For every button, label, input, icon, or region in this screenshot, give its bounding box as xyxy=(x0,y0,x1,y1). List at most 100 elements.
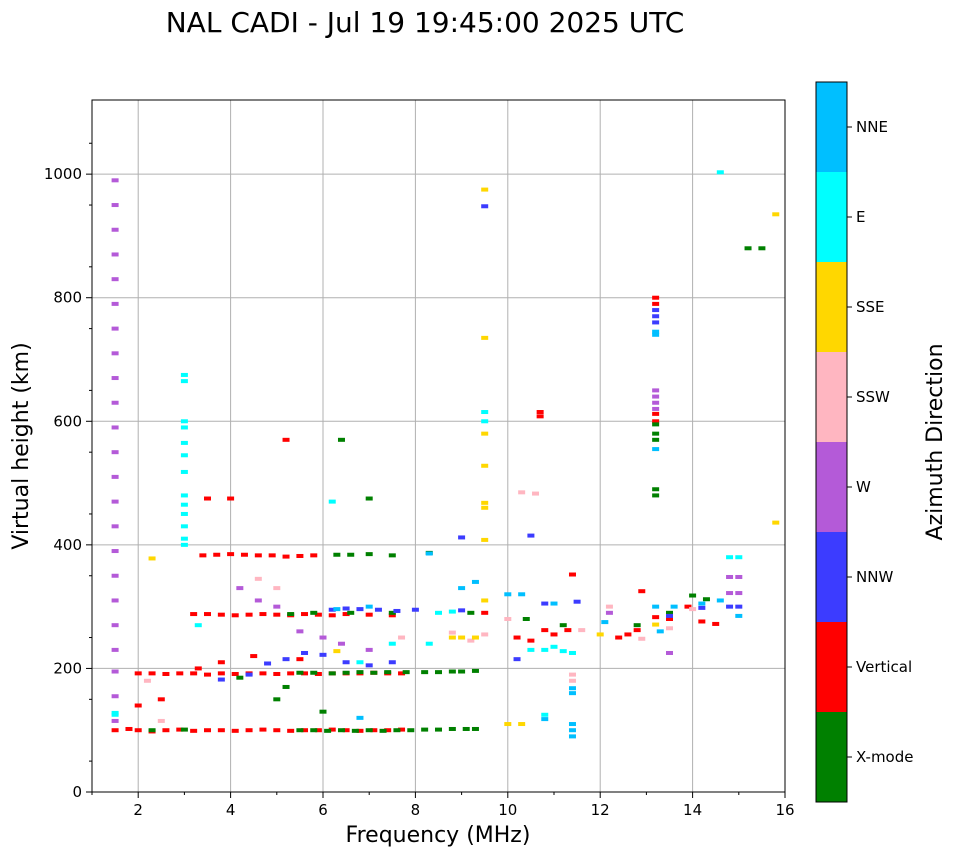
colorbar-segment xyxy=(816,622,847,712)
echo-point xyxy=(111,623,119,628)
echo-point xyxy=(157,697,165,702)
echo-point xyxy=(111,474,119,479)
echo-point xyxy=(481,632,489,637)
echo-point xyxy=(402,670,410,675)
echo-point xyxy=(652,604,660,609)
echo-point xyxy=(319,635,327,640)
echo-point xyxy=(411,607,419,612)
echo-point xyxy=(273,612,281,617)
echo-point xyxy=(652,406,660,411)
colorbar-label: X-mode xyxy=(856,748,913,766)
echo-point xyxy=(518,490,526,495)
echo-point xyxy=(374,607,382,612)
series-e xyxy=(111,170,743,717)
echo-point xyxy=(578,628,586,633)
echo-point xyxy=(384,728,392,733)
echo-point xyxy=(111,647,119,652)
echo-point xyxy=(111,301,119,306)
echo-point xyxy=(435,610,442,615)
echo-point xyxy=(111,598,119,603)
echo-point xyxy=(425,641,433,646)
echo-point xyxy=(684,604,692,609)
echo-point xyxy=(596,632,604,637)
echo-point xyxy=(236,675,244,680)
echo-point xyxy=(328,607,336,612)
echo-point xyxy=(564,628,572,633)
echo-point xyxy=(190,728,198,733)
echo-point xyxy=(652,487,660,492)
echo-point xyxy=(448,635,456,640)
echo-point xyxy=(541,712,549,717)
echo-point xyxy=(245,728,253,733)
echo-point xyxy=(652,308,660,313)
echo-point xyxy=(347,552,355,557)
series-w xyxy=(111,178,743,723)
echo-point xyxy=(550,632,558,637)
colorbar-label: Vertical xyxy=(856,658,912,676)
echo-point xyxy=(666,650,673,655)
colorbar-segment xyxy=(816,442,847,532)
echo-point xyxy=(337,641,345,646)
echo-point xyxy=(481,431,489,436)
echo-point xyxy=(301,728,309,733)
echo-point xyxy=(568,678,576,683)
echo-point xyxy=(467,610,475,615)
echo-point xyxy=(652,431,660,436)
echo-point xyxy=(342,660,350,665)
echo-point xyxy=(328,671,336,676)
echo-point xyxy=(666,617,673,621)
echo-point xyxy=(605,610,613,615)
echo-point xyxy=(111,524,119,529)
echo-point xyxy=(568,650,576,655)
chart-title: NAL CADI - Jul 19 19:45:00 2025 UTC xyxy=(166,6,685,39)
echo-point xyxy=(328,727,336,732)
echo-point xyxy=(568,728,576,733)
echo-point xyxy=(481,598,489,603)
echo-point xyxy=(342,728,350,733)
echo-point xyxy=(180,425,188,430)
echo-point xyxy=(504,617,512,621)
echo-point xyxy=(111,573,119,578)
echo-point xyxy=(296,657,304,662)
echo-point xyxy=(236,586,244,591)
echo-point xyxy=(314,728,322,733)
echo-point xyxy=(365,647,373,652)
echo-point xyxy=(134,728,142,733)
echo-point xyxy=(296,629,304,634)
echo-point xyxy=(448,609,456,614)
echo-point xyxy=(518,722,526,727)
colorbar-label: SSW xyxy=(856,388,890,406)
echo-point xyxy=(204,728,211,733)
x-tick-label: 4 xyxy=(226,801,236,819)
echo-point xyxy=(310,728,318,733)
echo-point xyxy=(638,636,646,641)
echo-point xyxy=(504,722,512,727)
echo-point xyxy=(425,551,433,556)
echo-point xyxy=(481,610,489,615)
echo-point xyxy=(458,608,466,613)
echo-point xyxy=(652,332,660,337)
echo-point xyxy=(180,419,188,424)
echo-point xyxy=(550,601,558,606)
colorbar-frame xyxy=(815,81,848,803)
echo-point xyxy=(148,556,156,561)
echo-point xyxy=(217,728,225,733)
echo-point xyxy=(421,670,429,675)
x-axis-label: Frequency (MHz) xyxy=(346,823,531,848)
echo-point xyxy=(388,660,396,665)
echo-point xyxy=(568,722,576,727)
echo-point xyxy=(204,496,211,501)
echo-point xyxy=(568,691,576,696)
echo-point xyxy=(652,400,660,405)
colorbar-label: W xyxy=(856,478,871,496)
echo-point xyxy=(388,610,396,615)
echo-point xyxy=(111,400,119,405)
echo-point xyxy=(471,668,479,673)
echo-point xyxy=(301,612,309,617)
echo-point xyxy=(735,604,743,609)
x-tick-label: 10 xyxy=(498,801,517,819)
echo-point xyxy=(541,647,549,652)
colorbar-segment xyxy=(816,262,847,352)
echo-point xyxy=(296,728,304,733)
